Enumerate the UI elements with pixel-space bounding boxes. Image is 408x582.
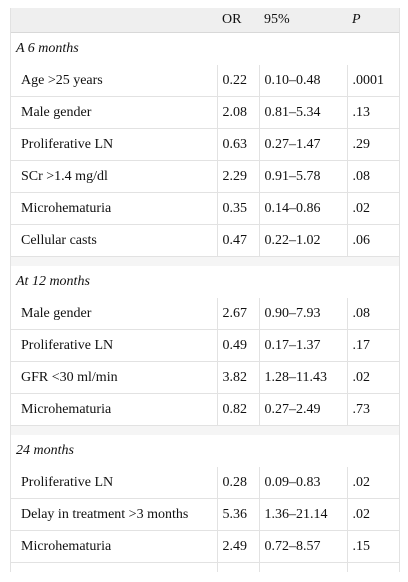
row-p-value: .0001 (346, 65, 399, 97)
row-ci-value: 0.12–0.99 (258, 562, 347, 572)
row-ci-value: 1.28–11.43 (258, 361, 347, 394)
row-ci-value: 0.27–1.47 (258, 128, 347, 161)
row-ci-value: 0.22–1.02 (258, 224, 347, 257)
section-header-row: At 12 months (11, 266, 399, 298)
row-or-value: 2.08 (216, 96, 259, 129)
row-p-value: .02 (346, 498, 399, 531)
row-ci-value: 0.81–5.34 (258, 96, 347, 129)
row-or-value: 2.29 (216, 160, 259, 193)
row-p-value: .29 (346, 128, 399, 161)
row-label: Age >25 years (11, 65, 217, 97)
table-row: Male gender 2.08 0.81–5.34.13 (11, 96, 399, 129)
row-label: Delay in treatment >3 months (11, 498, 217, 531)
row-ci-value: 1.36–21.14 (258, 498, 347, 531)
table-row: Male gender 2.67 0.90–7.93.08 (11, 298, 399, 330)
row-label: Low C3 (11, 562, 217, 572)
row-or-value: 2.49 (216, 530, 259, 563)
row-label: Proliferative LN (11, 329, 217, 362)
row-ci-value: 0.90–7.93 (258, 298, 347, 330)
row-or-value: 2.67 (216, 298, 259, 330)
row-or-value: 0.34 (216, 562, 259, 572)
row-p-value: .17 (346, 329, 399, 362)
table-row: Low C30.340.12–0.99.05 (11, 562, 399, 572)
table-container: OR 95% P A 6 months Age >25 years 0.22 0.10… (10, 8, 400, 572)
row-or-value: 0.28 (216, 467, 259, 499)
row-or-value: 0.82 (216, 393, 259, 426)
row-label: Cellular casts (11, 224, 217, 257)
row-p-value: .02 (346, 192, 399, 225)
row-label: Male gender (11, 298, 217, 330)
section-spacer-cell (11, 425, 399, 435)
row-ci-value: 0.09–0.83 (258, 467, 347, 499)
table-row: Microhematuria 2.49 0.72–8.57.15 (11, 530, 399, 563)
section-title: At 12 months (16, 274, 90, 289)
row-label: SCr >1.4 mg/dl (11, 160, 217, 193)
table-row: Proliferative LN 0.28 0.09–0.83.02 (11, 467, 399, 499)
table-row: Proliferative LN 0.63 0.27–1.47.29 (11, 128, 399, 161)
row-ci-value: 0.91–5.78 (258, 160, 347, 193)
table-row: Cellular casts 0.47 0.22–1.02.06 (11, 224, 399, 257)
row-ci-value: 0.10–0.48 (258, 65, 347, 97)
header-ci: 95% (259, 8, 347, 33)
table-row: Microhematuria 0.35 0.14–0.86.02 (11, 192, 399, 225)
row-p-value: .15 (346, 530, 399, 563)
row-or-value: 5.36 (216, 498, 259, 531)
row-or-value: 0.49 (216, 329, 259, 362)
row-or-value: 0.22 (216, 65, 259, 97)
row-label: Male gender (11, 96, 217, 129)
row-p-value: .05 (346, 562, 399, 572)
row-p-value: .02 (346, 361, 399, 394)
row-label: Microhematuria (11, 393, 217, 426)
row-p-value: .08 (346, 160, 399, 193)
header-label-cell (11, 8, 217, 33)
odds-ratio-table: OR 95% P A 6 months Age >25 years 0.22 0.10… (11, 8, 399, 572)
row-label: Microhematuria (11, 530, 217, 563)
header-or: OR (217, 8, 259, 33)
section-header-row: A 6 months (11, 33, 399, 66)
row-p-value: .13 (346, 96, 399, 129)
row-label: Proliferative LN (11, 467, 217, 499)
row-p-value: .08 (346, 298, 399, 330)
section-spacer-cell (11, 256, 399, 266)
section-spacer (11, 256, 399, 266)
section-title: 24 months (16, 443, 74, 458)
table-row: GFR <30 ml/min 3.82 1.28–11.43.02 (11, 361, 399, 394)
row-or-value: 3.82 (216, 361, 259, 394)
section-spacer (11, 425, 399, 435)
table-header-row: OR 95% P (11, 8, 399, 33)
table-row: Microhematuria 0.82 0.27–2.49.73 (11, 393, 399, 426)
table-row: Proliferative LN 0.49 0.17–1.37.17 (11, 329, 399, 362)
row-ci-value: 0.72–8.57 (258, 530, 347, 563)
table-row: Age >25 years 0.22 0.10–0.48.0001 (11, 65, 399, 97)
table-row: Delay in treatment >3 months 5.36 1.36–21.… (11, 498, 399, 531)
row-or-value: 0.47 (216, 224, 259, 257)
header-p: P (347, 8, 399, 33)
row-label: Microhematuria (11, 192, 217, 225)
row-p-value: .02 (346, 467, 399, 499)
table-body: A 6 months Age >25 years 0.22 0.10–0.48.000… (11, 33, 399, 572)
row-ci-value: 0.14–0.86 (258, 192, 347, 225)
row-or-value: 0.63 (216, 128, 259, 161)
row-or-value: 0.35 (216, 192, 259, 225)
row-ci-value: 0.17–1.37 (258, 329, 347, 362)
row-p-value: .06 (346, 224, 399, 257)
row-label: Proliferative LN (11, 128, 217, 161)
row-p-value: .73 (346, 393, 399, 426)
row-label: GFR <30 ml/min (11, 361, 217, 394)
table-row: SCr >1.4 mg/dl 2.29 0.91–5.78.08 (11, 160, 399, 193)
section-header-row: 24 months (11, 435, 399, 467)
section-title: A 6 months (16, 41, 79, 56)
row-ci-value: 0.27–2.49 (258, 393, 347, 426)
